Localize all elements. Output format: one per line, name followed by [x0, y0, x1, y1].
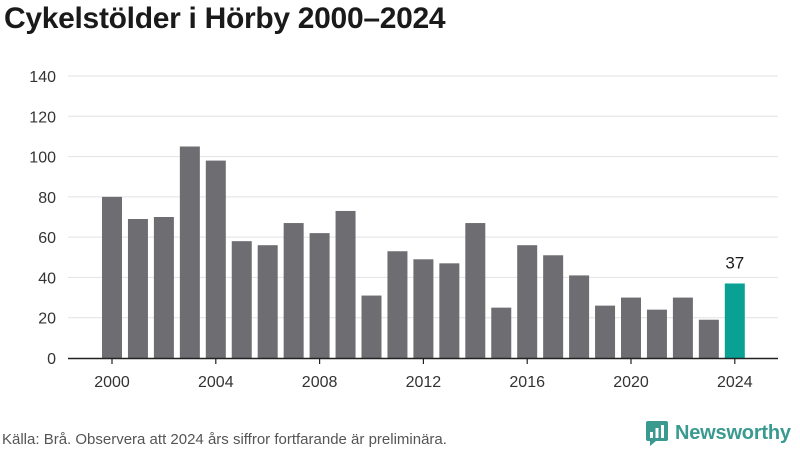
source-note: Källa: Brå. Observera att 2024 års siffr… [2, 431, 447, 448]
bar-2015 [491, 307, 512, 358]
bar-2022 [672, 297, 693, 358]
brand-name: Newsworthy [675, 422, 791, 444]
x-tick-label: 2020 [613, 374, 649, 391]
data-labels: 37 [725, 253, 744, 272]
x-tick-label: 2000 [94, 374, 130, 391]
newsworthy-chart-logo-icon [646, 421, 668, 446]
chart-title: Cykelstölder i Hörby 2000–2024 [4, 2, 446, 35]
bar-2023 [698, 319, 719, 358]
x-tick-label: 2012 [406, 374, 442, 391]
bar-2014 [465, 223, 486, 358]
y-tick-label: 20 [38, 311, 56, 328]
bar-2009 [335, 210, 356, 358]
bar-2018 [569, 275, 590, 358]
bar-2004 [205, 160, 226, 358]
y-tick-label: 40 [38, 270, 56, 287]
bar-2001 [127, 219, 148, 358]
y-tick-label: 80 [38, 190, 56, 207]
bar-2012 [413, 259, 434, 358]
bars [102, 146, 745, 358]
bar-2002 [153, 217, 174, 358]
bar-chart: 0 20 40 60 80 100 120 140 2000 2004 2008 2012 2016 20… [29, 69, 778, 391]
bar-2007 [283, 223, 304, 358]
y-tick-label: 120 [29, 109, 56, 126]
y-tick-label: 140 [29, 69, 56, 86]
x-tick-label: 2004 [198, 374, 234, 391]
x-tick-label: 2016 [509, 374, 545, 391]
y-tick-label: 100 [29, 150, 56, 167]
bar-2006 [257, 245, 278, 358]
bar-2000 [102, 196, 122, 358]
bar-2011 [387, 251, 408, 358]
x-tick-label: 2024 [717, 374, 753, 391]
bar-2016 [517, 245, 538, 358]
bar-2008 [309, 233, 330, 358]
bar-2005 [231, 241, 252, 358]
bar-2010 [361, 295, 382, 358]
bar-2017 [543, 255, 564, 358]
bar-2019 [595, 305, 616, 358]
x-tick-label: 2008 [302, 374, 338, 391]
y-tick-label: 0 [47, 351, 56, 368]
data-label-2024: 37 [725, 253, 744, 272]
brand-logo: Newsworthy [645, 420, 791, 447]
bar-2003 [179, 146, 200, 358]
y-tick-label: 60 [38, 230, 56, 247]
axes: 0 20 40 60 80 100 120 140 2000 2004 2008 2012 2016 20… [29, 69, 778, 391]
bar-2021 [646, 309, 667, 358]
bar-2024 [724, 283, 745, 358]
bar-2013 [439, 263, 460, 358]
bar-2020 [621, 297, 641, 358]
